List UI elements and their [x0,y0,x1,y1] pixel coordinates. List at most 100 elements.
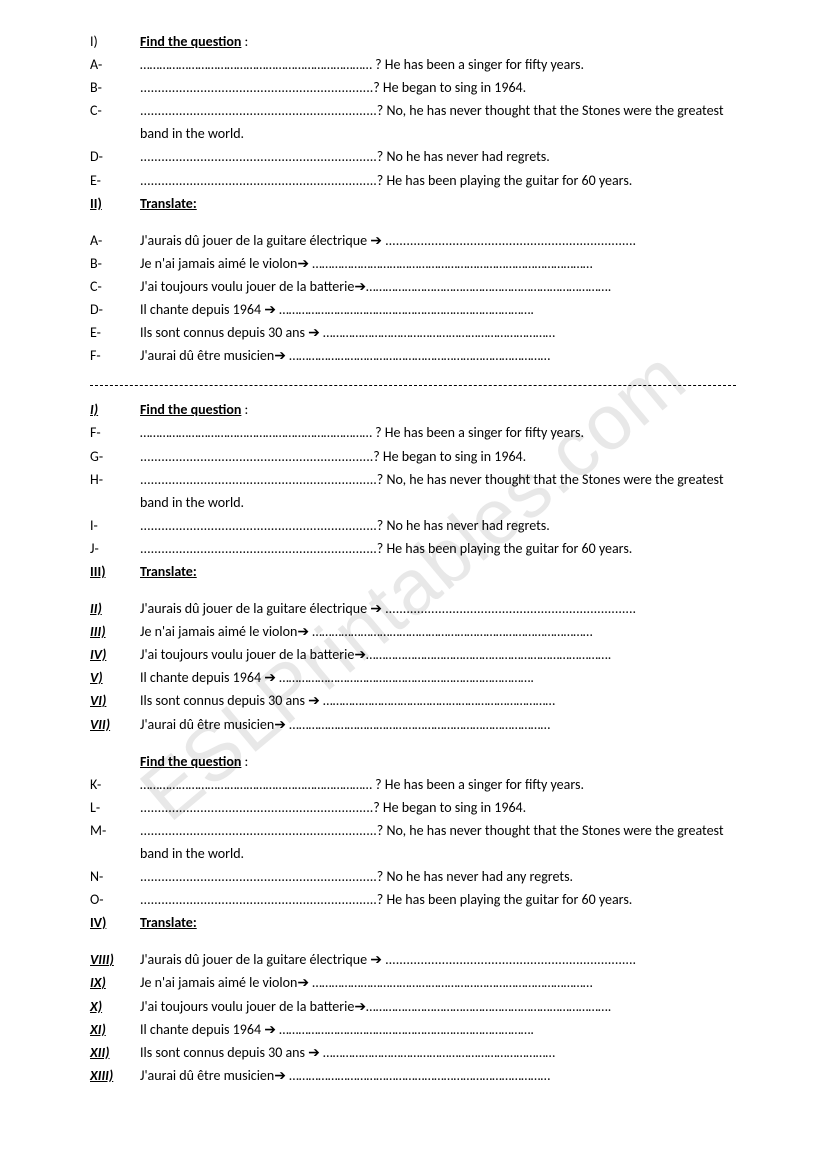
section-heading-row: III)Translate: [90,560,736,583]
section-heading-row: Find the question : [90,750,736,773]
exercise-item-row: H-......................................… [90,468,736,514]
exercise-item-text: ........................................… [140,865,736,888]
exercise-item-row: E-......................................… [90,169,736,192]
exercise-item-marker: A- [90,53,140,76]
exercise-item-row: IX)Je n'ai jamais aimé le violon➔ ………………… [90,971,736,994]
exercise-item-row: XI)Il chante depuis 1964 ➔ …………………………………… [90,1018,736,1041]
exercise-item-text: J'aurais dû jouer de la guitare électriq… [140,597,736,620]
exercise-item-text: J'ai toujours voulu jouer de la batterie… [140,995,736,1018]
section-heading-text: Translate: [140,192,736,215]
exercise-item-marker: B- [90,252,140,275]
section-heading-marker: I) [90,30,140,53]
exercise-item-text: Ils sont connus depuis 30 ans ➔ ……………………… [140,689,736,712]
exercise-item-text: ........................................… [140,819,736,865]
exercise-item-row: XIII)J'aurai dû être musicien➔ ………………………… [90,1064,736,1087]
exercise-item-marker: XIII) [90,1064,140,1087]
exercise-item-text: ........................................… [140,169,736,192]
exercise-item-marker: VII) [90,713,140,736]
exercise-item-marker: VIII) [90,948,140,971]
section-heading-text: Find the question : [140,750,736,773]
exercise-item-marker: IV) [90,643,140,666]
exercise-item-row: F-J'aurai dû être musicien➔ ………………………………… [90,344,736,367]
exercise-item-marker: XI) [90,1018,140,1041]
exercise-item-row: IV)J'ai toujours voulu jouer de la batte… [90,643,736,666]
exercise-item-text: ........................................… [140,537,736,560]
section-heading-marker [90,750,140,773]
section-heading-row: IV)Translate: [90,911,736,934]
exercise-item-text: Il chante depuis 1964 ➔ …………………………………………… [140,666,736,689]
exercise-item-row: E-Ils sont connus depuis 30 ans ➔ ………………… [90,321,736,344]
exercise-item-text: J'aurai dû être musicien➔ ……………………………………… [140,1064,736,1087]
section-heading-text: Translate: [140,560,736,583]
exercise-item-marker: H- [90,468,140,514]
exercise-item-marker: E- [90,321,140,344]
section-heading-marker: III) [90,560,140,583]
exercise-item-marker: I- [90,514,140,537]
exercise-item-text: J'aurais dû jouer de la guitare électriq… [140,948,736,971]
exercise-item-text: ……………………………………………………………… ? He has been a… [140,773,736,796]
section-heading-marker: IV) [90,911,140,934]
exercise-item-text: J'aurais dû jouer de la guitare électriq… [140,229,736,252]
exercise-item-row: X)J'ai toujours voulu jouer de la batter… [90,995,736,1018]
exercise-item-text: J'ai toujours voulu jouer de la batterie… [140,643,736,666]
exercise-item-text: J'aurai dû être musicien➔ ……………………………………… [140,344,736,367]
exercise-item-marker: J- [90,537,140,560]
exercise-item-text: ........................................… [140,888,736,911]
exercise-item-marker: C- [90,275,140,298]
exercise-item-row: VI)Ils sont connus depuis 30 ans ➔ ……………… [90,689,736,712]
exercise-item-row: A-J'aurais dû jouer de la guitare électr… [90,229,736,252]
exercise-item-text: Il chante depuis 1964 ➔ …………………………………………… [140,1018,736,1041]
exercise-item-marker: M- [90,819,140,865]
exercise-item-marker: X) [90,995,140,1018]
exercise-item-row: M-......................................… [90,819,736,865]
exercise-item-text: ……………………………………………………………… ? He has been a… [140,53,736,76]
exercise-item-row: O-......................................… [90,888,736,911]
exercise-item-row: D-......................................… [90,145,736,168]
exercise-item-row: N-......................................… [90,865,736,888]
exercise-item-row: B-......................................… [90,76,736,99]
section-heading-marker: II) [90,192,140,215]
section-heading-row: I)Find the question : [90,398,736,421]
section-heading-row: II)Translate: [90,192,736,215]
section-heading-text: Find the question : [140,398,736,421]
exercise-item-marker: XII) [90,1041,140,1064]
exercise-item-row: II)J'aurais dû jouer de la guitare élect… [90,597,736,620]
exercise-item-row: B-Je n'ai jamais aimé le violon➔ …………………… [90,252,736,275]
exercise-item-row: C-......................................… [90,99,736,145]
exercise-item-marker: F- [90,421,140,444]
exercise-item-text: J'ai toujours voulu jouer de la batterie… [140,275,736,298]
exercise-item-marker: II) [90,597,140,620]
exercise-item-row: L-......................................… [90,796,736,819]
exercise-item-text: Je n'ai jamais aimé le violon➔ ………………………… [140,620,736,643]
exercise-item-marker: VI) [90,689,140,712]
section-divider [90,385,736,386]
exercise-item-text: ........................................… [140,514,736,537]
section-heading-row: I)Find the question : [90,30,736,53]
exercise-item-marker: IX) [90,971,140,994]
exercise-item-marker: G- [90,445,140,468]
exercise-item-row: V)Il chante depuis 1964 ➔ ……………………………………… [90,666,736,689]
exercise-item-text: Ils sont connus depuis 30 ans ➔ ……………………… [140,1041,736,1064]
exercise-item-row: III)Je n'ai jamais aimé le violon➔ ……………… [90,620,736,643]
exercise-item-marker: A- [90,229,140,252]
exercise-item-marker: L- [90,796,140,819]
exercise-item-text: ........................................… [140,796,736,819]
exercise-item-marker: V) [90,666,140,689]
exercise-item-text: Je n'ai jamais aimé le violon➔ ………………………… [140,971,736,994]
exercise-item-marker: B- [90,76,140,99]
exercise-item-row: VIII)J'aurais dû jouer de la guitare éle… [90,948,736,971]
section-heading-marker: I) [90,398,140,421]
exercise-item-marker: O- [90,888,140,911]
exercise-item-text: ........................................… [140,445,736,468]
exercise-item-row: G-......................................… [90,445,736,468]
exercise-item-row: K-……………………………………………………………… ? He has been… [90,773,736,796]
exercise-item-text: ........................................… [140,76,736,99]
exercise-item-text: ........................................… [140,468,736,514]
exercise-item-text: ........................................… [140,99,736,145]
exercise-item-marker: K- [90,773,140,796]
exercise-item-text: ……………………………………………………………… ? He has been a… [140,421,736,444]
exercise-item-row: C-J'ai toujours voulu jouer de la batter… [90,275,736,298]
exercise-item-row: J-......................................… [90,537,736,560]
exercise-item-text: J'aurai dû être musicien➔ ……………………………………… [140,713,736,736]
exercise-item-row: I-......................................… [90,514,736,537]
